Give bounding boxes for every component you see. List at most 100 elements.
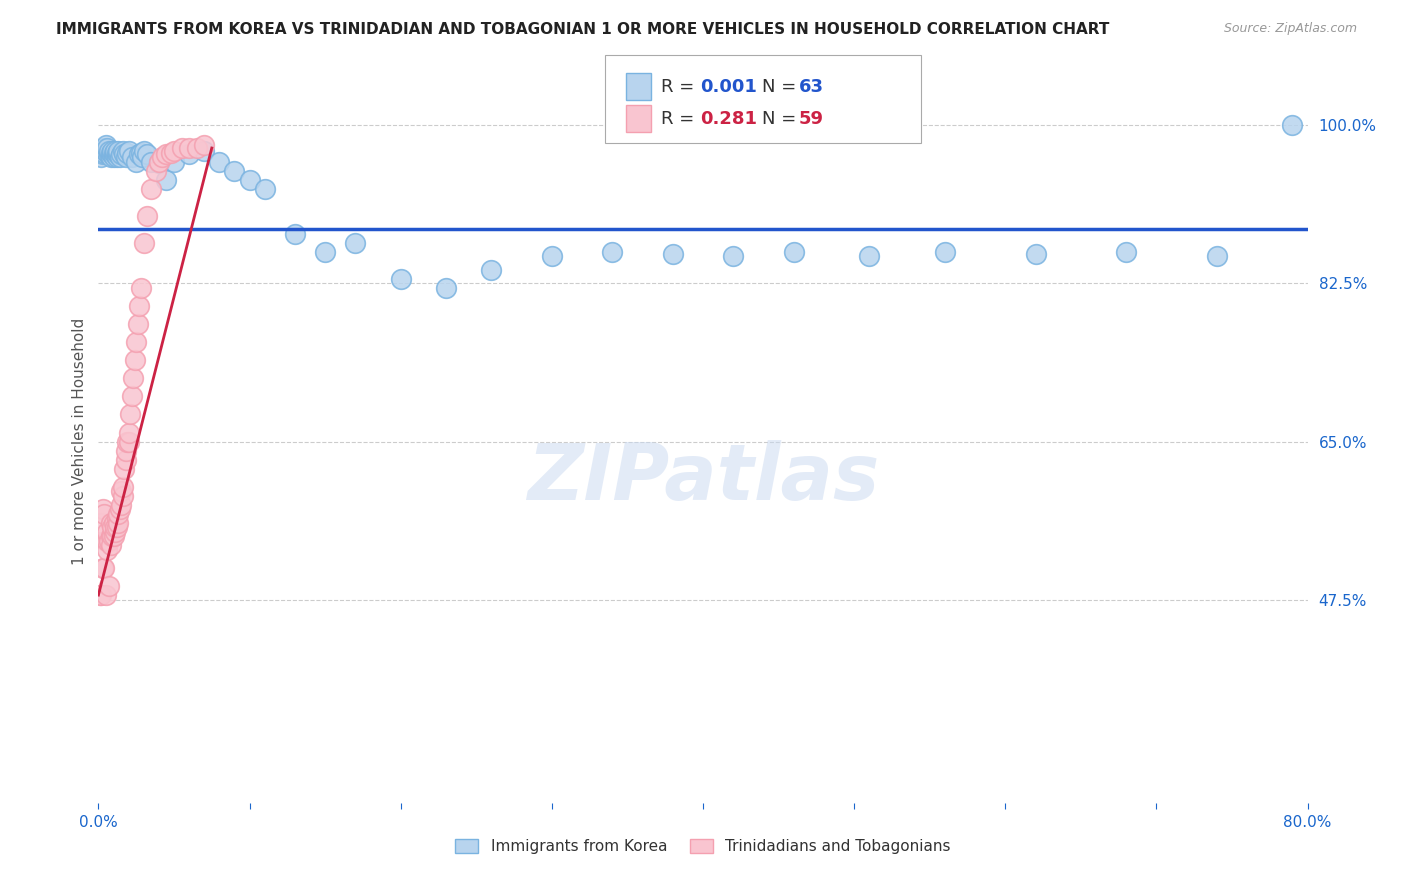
Point (193, 138, 215, 153)
Point (98, 579, 121, 593)
Point (93, 145, 115, 160)
Point (115, 434, 138, 449)
Point (107, 147, 129, 161)
Point (115, 145, 138, 160)
Point (98, 147, 121, 161)
Point (98, 533, 121, 548)
Point (858, 249, 880, 263)
Point (110, 147, 132, 161)
Point (128, 299, 150, 313)
Text: Source: ZipAtlas.com: Source: ZipAtlas.com (1223, 22, 1357, 36)
Legend: Immigrants from Korea, Trinidadians and Tobagonians: Immigrants from Korea, Trinidadians and … (450, 833, 956, 860)
Point (107, 144, 129, 158)
Point (96, 533, 118, 548)
Point (1115, 244, 1137, 259)
Point (155, 147, 177, 161)
Point (239, 172, 262, 186)
Point (141, 181, 163, 195)
Point (127, 317, 149, 331)
Point (112, 147, 135, 161)
Point (602, 244, 624, 259)
Point (208, 154, 231, 169)
Point (101, 529, 124, 543)
Point (124, 353, 146, 368)
Point (100, 538, 122, 552)
Point (125, 154, 148, 169)
Point (94, 144, 117, 158)
Point (101, 147, 124, 161)
Y-axis label: 1 or more Vehicles in Household: 1 or more Vehicles in Household (72, 318, 87, 566)
Point (93, 141, 115, 155)
Point (141, 154, 163, 169)
Point (101, 144, 124, 158)
Point (121, 150, 143, 164)
Point (145, 163, 167, 178)
Point (103, 150, 125, 164)
Point (934, 244, 956, 259)
Point (135, 209, 157, 223)
Point (540, 249, 562, 263)
Point (96, 524, 118, 539)
Point (100, 150, 122, 164)
Point (111, 480, 134, 494)
Point (193, 144, 215, 158)
Text: R =: R = (661, 78, 700, 95)
Point (107, 507, 129, 521)
Point (224, 163, 246, 178)
Point (284, 227, 307, 241)
Point (100, 516, 122, 530)
Point (481, 263, 503, 277)
Point (148, 154, 170, 169)
Point (1024, 246, 1046, 260)
Point (90, 150, 112, 164)
Point (110, 484, 132, 499)
Text: N =: N = (762, 78, 801, 95)
Point (96, 141, 118, 155)
Point (179, 141, 201, 155)
Point (111, 489, 134, 503)
Point (103, 516, 125, 530)
Point (125, 335, 148, 350)
Point (121, 389, 143, 403)
Point (90, 588, 112, 602)
Point (96, 542, 118, 557)
Point (101, 520, 124, 534)
Text: N =: N = (762, 110, 801, 128)
Text: R =: R = (661, 110, 700, 128)
Text: 63: 63 (799, 78, 824, 95)
Point (111, 144, 134, 158)
Point (179, 147, 201, 161)
Point (135, 147, 157, 161)
Point (150, 150, 173, 164)
Point (104, 520, 127, 534)
Point (108, 150, 131, 164)
Point (105, 145, 128, 160)
Point (104, 144, 127, 158)
Point (129, 281, 152, 295)
Point (103, 145, 125, 160)
Point (132, 235, 155, 250)
Point (89, 588, 111, 602)
Point (114, 452, 136, 467)
Text: ZIPatlas: ZIPatlas (527, 440, 879, 516)
Point (108, 502, 131, 516)
Point (93, 507, 115, 521)
Point (129, 145, 152, 160)
Point (90, 516, 112, 530)
Text: 0.281: 0.281 (700, 110, 758, 128)
Point (1206, 249, 1229, 263)
Point (105, 150, 128, 164)
Text: IMMIGRANTS FROM KOREA VS TRINIDADIAN AND TOBAGONIAN 1 OR MORE VEHICLES IN HOUSEH: IMMIGRANTS FROM KOREA VS TRINIDADIAN AND… (56, 22, 1109, 37)
Point (163, 154, 186, 169)
Point (120, 408, 142, 422)
Point (118, 434, 141, 449)
Point (163, 144, 186, 158)
Point (253, 181, 276, 195)
Point (104, 524, 127, 539)
Point (112, 461, 135, 475)
Point (314, 244, 336, 259)
Point (104, 147, 127, 161)
Point (118, 144, 141, 158)
Point (105, 520, 128, 534)
Point (723, 249, 745, 263)
